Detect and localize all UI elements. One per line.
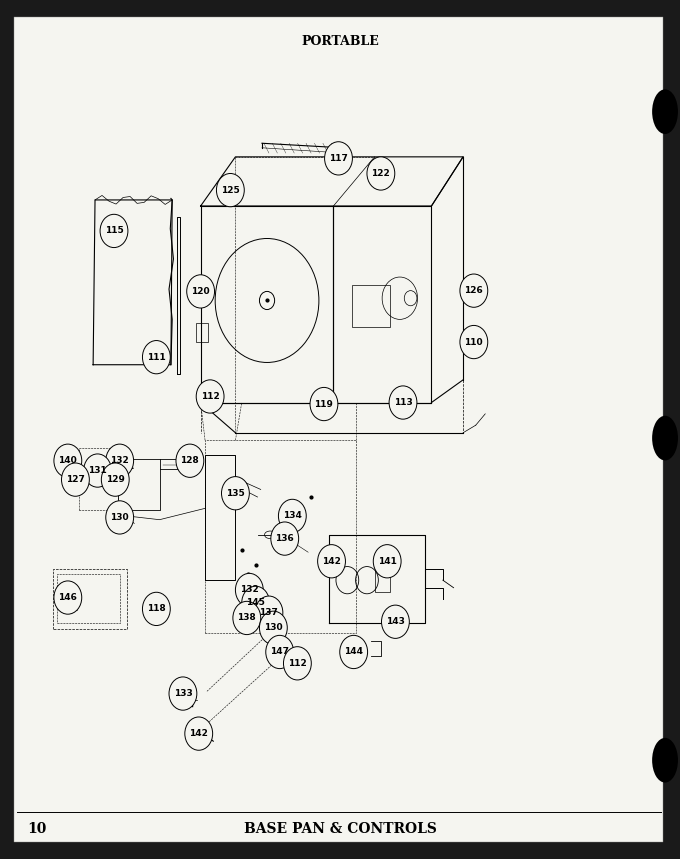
Circle shape xyxy=(197,380,224,413)
Text: 111: 111 xyxy=(147,353,166,362)
Circle shape xyxy=(106,444,133,478)
Text: 110: 110 xyxy=(464,338,483,346)
Text: 117: 117 xyxy=(329,154,348,163)
Circle shape xyxy=(284,647,311,680)
Circle shape xyxy=(169,677,197,710)
Text: 10: 10 xyxy=(28,822,47,836)
Text: 130: 130 xyxy=(110,513,129,522)
Bar xyxy=(57,574,120,624)
Text: 113: 113 xyxy=(394,398,412,407)
Text: 135: 135 xyxy=(226,489,245,497)
Ellipse shape xyxy=(652,89,678,134)
Text: 145: 145 xyxy=(246,599,265,607)
Circle shape xyxy=(367,157,395,190)
Text: 141: 141 xyxy=(378,557,396,566)
Text: 119: 119 xyxy=(315,399,333,409)
Text: 131: 131 xyxy=(88,466,107,475)
Circle shape xyxy=(260,611,287,644)
Text: 142: 142 xyxy=(189,729,208,738)
Text: 122: 122 xyxy=(371,169,390,178)
Text: 133: 133 xyxy=(173,689,192,698)
Text: 143: 143 xyxy=(386,618,405,626)
Circle shape xyxy=(176,444,204,478)
Circle shape xyxy=(54,581,82,614)
Text: 144: 144 xyxy=(344,648,363,656)
Text: 147: 147 xyxy=(270,648,289,656)
Circle shape xyxy=(266,636,294,668)
Circle shape xyxy=(61,463,89,497)
Text: 138: 138 xyxy=(237,613,256,623)
Text: 129: 129 xyxy=(106,475,124,484)
Text: 112: 112 xyxy=(288,659,307,667)
Bar xyxy=(375,569,390,592)
Circle shape xyxy=(310,387,338,421)
Circle shape xyxy=(100,214,128,247)
Text: 120: 120 xyxy=(191,287,210,295)
Text: 127: 127 xyxy=(66,475,85,484)
Text: 126: 126 xyxy=(464,286,483,295)
Circle shape xyxy=(340,636,368,668)
Circle shape xyxy=(373,545,401,578)
Text: 115: 115 xyxy=(105,227,123,235)
Circle shape xyxy=(222,477,250,510)
Circle shape xyxy=(235,573,263,606)
Text: 118: 118 xyxy=(147,605,166,613)
Circle shape xyxy=(187,275,215,308)
Text: 132: 132 xyxy=(240,586,258,594)
Circle shape xyxy=(216,174,244,207)
Circle shape xyxy=(255,596,283,630)
Circle shape xyxy=(460,274,488,308)
Text: 146: 146 xyxy=(58,593,78,602)
Text: 137: 137 xyxy=(260,608,278,617)
Circle shape xyxy=(233,601,260,635)
Circle shape xyxy=(185,717,213,750)
Bar xyxy=(197,323,207,342)
Text: 134: 134 xyxy=(283,511,302,521)
Text: 140: 140 xyxy=(58,456,78,466)
Circle shape xyxy=(389,386,417,419)
Bar xyxy=(352,285,390,327)
Text: 136: 136 xyxy=(275,534,294,543)
Circle shape xyxy=(460,326,488,359)
Circle shape xyxy=(271,522,299,555)
Circle shape xyxy=(381,605,409,638)
Circle shape xyxy=(278,499,306,533)
Circle shape xyxy=(106,501,133,534)
Circle shape xyxy=(54,444,82,478)
Circle shape xyxy=(142,340,170,374)
Text: 130: 130 xyxy=(264,624,283,632)
Ellipse shape xyxy=(652,738,678,783)
Ellipse shape xyxy=(652,416,678,460)
Text: 125: 125 xyxy=(221,186,240,195)
Text: 112: 112 xyxy=(201,392,220,401)
Text: 142: 142 xyxy=(322,557,341,566)
Text: 132: 132 xyxy=(110,456,129,466)
Circle shape xyxy=(242,586,269,619)
Text: BASE PAN & CONTROLS: BASE PAN & CONTROLS xyxy=(243,822,437,836)
Circle shape xyxy=(142,592,170,625)
Text: PORTABLE: PORTABLE xyxy=(301,34,379,48)
Circle shape xyxy=(324,142,352,175)
Circle shape xyxy=(101,463,129,497)
Circle shape xyxy=(84,454,112,487)
Text: 128: 128 xyxy=(180,456,199,466)
Circle shape xyxy=(318,545,345,578)
